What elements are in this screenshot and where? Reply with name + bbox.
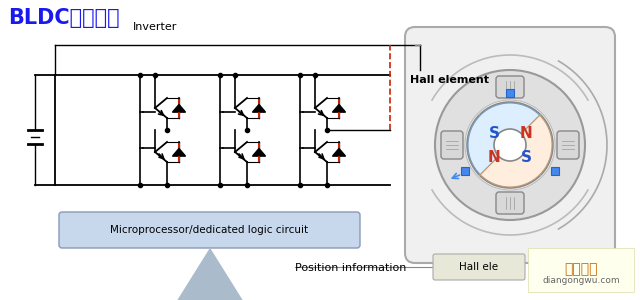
Text: N: N [520, 125, 532, 140]
Text: diangongwu.com: diangongwu.com [542, 276, 620, 285]
Text: Hall element: Hall element [410, 75, 489, 85]
Text: Inverter: Inverter [133, 22, 177, 32]
FancyBboxPatch shape [528, 248, 634, 292]
Text: Position information: Position information [295, 263, 406, 273]
Text: N: N [488, 149, 500, 164]
Bar [506, 89, 514, 97]
FancyBboxPatch shape [496, 76, 524, 98]
Text: BLDC驱动电路: BLDC驱动电路 [8, 8, 120, 28]
Circle shape [467, 102, 553, 188]
Text: S: S [488, 125, 499, 140]
Bar [551, 167, 559, 175]
Polygon shape [253, 148, 265, 155]
Wedge shape [468, 103, 540, 175]
Wedge shape [480, 115, 552, 187]
Circle shape [435, 70, 585, 220]
Polygon shape [173, 148, 185, 155]
FancyBboxPatch shape [441, 131, 463, 159]
Bar [461, 167, 469, 175]
Text: 电工之屋: 电工之屋 [564, 262, 598, 276]
FancyBboxPatch shape [433, 254, 525, 280]
Polygon shape [333, 148, 345, 155]
Polygon shape [173, 104, 185, 112]
FancyBboxPatch shape [405, 27, 615, 263]
Text: S: S [520, 149, 531, 164]
Text: Hall ele: Hall ele [460, 262, 499, 272]
FancyBboxPatch shape [496, 192, 524, 214]
Text: Microprocessor/dedicated logic circuit: Microprocessor/dedicated logic circuit [111, 225, 308, 235]
Circle shape [494, 129, 526, 161]
FancyBboxPatch shape [59, 212, 360, 248]
Polygon shape [253, 104, 265, 112]
FancyBboxPatch shape [557, 131, 579, 159]
Polygon shape [333, 104, 345, 112]
Circle shape [465, 100, 555, 190]
